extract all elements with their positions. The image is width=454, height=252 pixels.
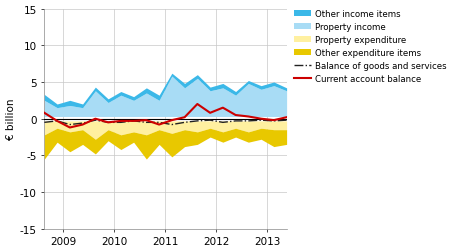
Legend: Other income items, Property income, Property expenditure, Other expenditure ite: Other income items, Property income, Pro… (293, 9, 447, 84)
Y-axis label: € billion: € billion (5, 99, 15, 140)
